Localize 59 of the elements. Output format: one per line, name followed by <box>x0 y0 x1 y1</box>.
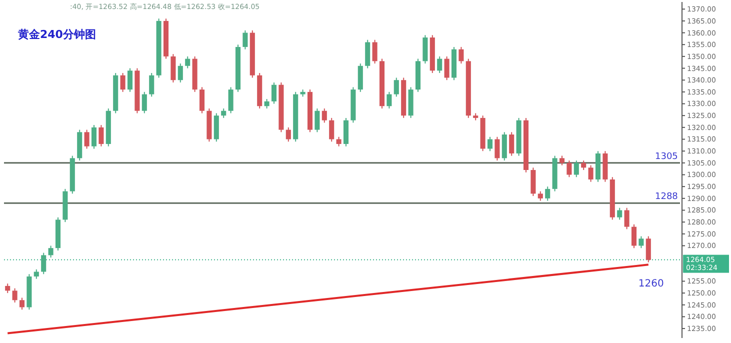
candlestick <box>242 30 248 50</box>
candlestick <box>422 34 428 64</box>
candlestick <box>221 108 226 118</box>
candlestick <box>120 72 126 92</box>
candlestick <box>170 54 176 83</box>
candlestick <box>437 56 442 74</box>
candlestick <box>509 132 514 156</box>
candlestick <box>178 63 183 83</box>
candlestick <box>638 236 644 249</box>
candlestick <box>322 108 327 124</box>
candlestick <box>530 167 536 197</box>
candlestick <box>286 126 291 142</box>
candlestick <box>314 108 320 133</box>
candlestick <box>646 236 651 263</box>
candlestick <box>98 124 104 147</box>
candlestick <box>12 288 18 304</box>
candlestick <box>142 91 147 114</box>
candlestick <box>631 224 637 249</box>
ref-line-label: 1288 <box>655 192 678 202</box>
candlestick <box>574 160 579 178</box>
candlestick <box>444 56 450 81</box>
candlestick <box>559 155 565 166</box>
candlestick <box>149 72 154 98</box>
candlestick <box>41 252 46 275</box>
candlestick <box>538 190 543 202</box>
candlestick <box>358 63 363 92</box>
candlestick <box>458 46 464 64</box>
candlestick <box>624 207 630 230</box>
candlestick <box>494 136 500 162</box>
candlestick <box>34 268 39 280</box>
candlestick <box>617 207 622 220</box>
candlestick <box>5 283 10 294</box>
candlestick <box>19 297 25 310</box>
candlestick <box>545 186 550 202</box>
candlestick <box>372 39 378 64</box>
candlestick <box>185 56 190 69</box>
candlestick <box>566 160 572 178</box>
candlestick <box>214 112 219 142</box>
candlestick <box>48 245 54 258</box>
candlestick <box>502 132 507 162</box>
candlestick <box>487 136 493 152</box>
candlestick <box>394 77 399 98</box>
candlestick <box>588 164 594 182</box>
candlestick <box>329 117 334 142</box>
candlestick <box>343 117 349 147</box>
candlestick <box>91 124 97 150</box>
ref-line-label: 1305 <box>655 152 678 162</box>
candlestick <box>199 86 205 114</box>
candlestick <box>386 91 392 109</box>
candlestick <box>271 82 277 104</box>
candlestick <box>264 98 270 109</box>
candlestick <box>228 86 234 114</box>
candlestick <box>581 160 586 170</box>
candlestick <box>84 129 90 150</box>
candlestick <box>365 39 370 69</box>
candlestick <box>127 68 133 92</box>
candlestick <box>336 136 342 147</box>
text: 黄金240分钟图 <box>17 28 96 41</box>
series-label: 1260 <box>638 278 664 290</box>
